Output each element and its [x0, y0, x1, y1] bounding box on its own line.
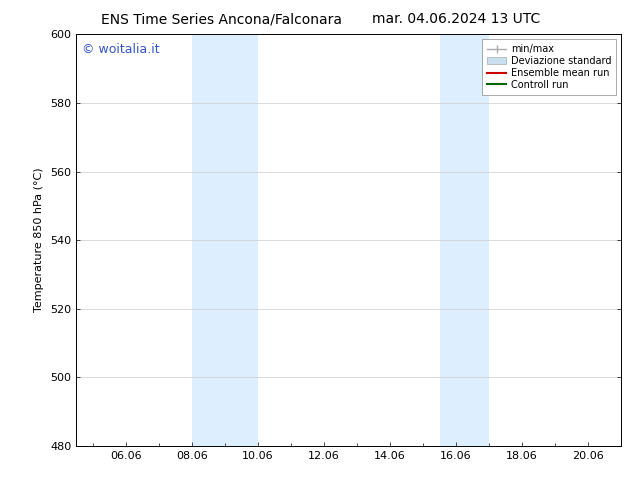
Y-axis label: Temperature 850 hPa (°C): Temperature 850 hPa (°C): [34, 168, 44, 313]
Text: mar. 04.06.2024 13 UTC: mar. 04.06.2024 13 UTC: [372, 12, 541, 26]
Legend: min/max, Deviazione standard, Ensemble mean run, Controll run: min/max, Deviazione standard, Ensemble m…: [482, 39, 616, 95]
Text: ENS Time Series Ancona/Falconara: ENS Time Series Ancona/Falconara: [101, 12, 342, 26]
Bar: [439, 34, 489, 446]
Bar: [191, 34, 258, 446]
Text: © woitalia.it: © woitalia.it: [82, 43, 159, 55]
